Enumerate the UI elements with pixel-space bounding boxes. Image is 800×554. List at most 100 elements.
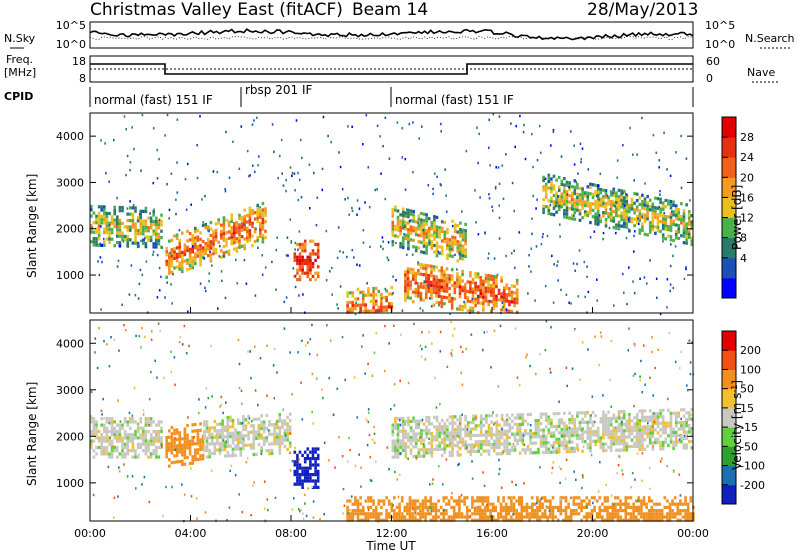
heatmap-cell bbox=[529, 424, 532, 427]
heatmap-cell bbox=[547, 421, 551, 426]
heatmap-cell bbox=[97, 227, 101, 231]
heatmap-cell bbox=[201, 223, 205, 228]
heatmap-cell bbox=[399, 242, 402, 246]
heatmap-cell bbox=[469, 306, 472, 310]
heatmap-cell bbox=[498, 472, 500, 476]
heatmap-cell bbox=[427, 280, 431, 284]
heatmap-cell bbox=[173, 454, 176, 458]
heatmap-cell bbox=[532, 194, 534, 198]
heatmap-cell bbox=[576, 433, 579, 437]
heatmap-cell bbox=[658, 518, 661, 522]
heatmap-cell bbox=[354, 297, 357, 301]
heatmap-cell bbox=[469, 514, 472, 518]
heatmap-cell bbox=[100, 442, 103, 446]
heatmap-cell bbox=[330, 140, 332, 144]
heatmap-cell bbox=[208, 455, 211, 459]
heatmap-cell bbox=[289, 451, 291, 454]
heatmap-cell bbox=[668, 509, 672, 513]
heatmap-cell bbox=[158, 157, 160, 161]
heatmap-cell bbox=[456, 249, 460, 253]
heatmap-cell bbox=[390, 292, 394, 296]
heatmap-cell bbox=[188, 452, 192, 456]
heatmap-cell bbox=[552, 431, 556, 435]
heatmap-cell bbox=[576, 205, 579, 209]
heatmap-cell bbox=[342, 251, 344, 254]
heatmap-cell bbox=[160, 223, 163, 227]
heatmap-cell bbox=[461, 251, 465, 255]
heatmap-cell bbox=[646, 428, 649, 432]
heatmap-cell bbox=[380, 518, 383, 522]
heatmap-cell bbox=[684, 496, 687, 500]
heatmap-cell bbox=[612, 429, 616, 433]
heatmap-cell bbox=[430, 287, 433, 291]
heatmap-cell bbox=[654, 212, 657, 216]
heatmap-cell bbox=[645, 515, 648, 519]
heatmap-cell bbox=[653, 512, 656, 516]
heatmap-cell bbox=[638, 409, 642, 413]
heatmap-cell bbox=[220, 223, 223, 227]
heatmap-cell bbox=[503, 445, 506, 449]
heatmap-cell bbox=[152, 210, 155, 214]
heatmap-cell bbox=[430, 293, 433, 297]
heatmap-cell bbox=[638, 196, 642, 200]
heatmap-cell bbox=[289, 351, 291, 354]
heatmap-cell bbox=[298, 476, 302, 480]
heatmap-cell bbox=[351, 248, 354, 252]
heatmap-cell bbox=[469, 274, 472, 278]
heatmap-cell bbox=[551, 466, 554, 470]
heatmap-cell bbox=[539, 438, 543, 442]
heatmap-cell bbox=[356, 199, 359, 202]
heatmap-cell bbox=[388, 468, 390, 471]
heatmap-cell bbox=[458, 288, 462, 292]
heatmap-cell bbox=[116, 225, 119, 229]
heatmap-cell bbox=[433, 172, 436, 175]
heatmap-cell bbox=[669, 434, 673, 438]
heatmap-cell bbox=[463, 300, 465, 304]
heatmap-cell bbox=[205, 439, 209, 443]
heatmap-cell bbox=[129, 420, 132, 424]
heatmap-cell bbox=[249, 446, 253, 450]
heatmap-cell bbox=[438, 441, 441, 445]
heatmap-cell bbox=[108, 365, 111, 368]
heatmap-cell bbox=[207, 238, 210, 242]
heatmap-cell bbox=[547, 186, 551, 190]
heatmap-cell bbox=[165, 439, 168, 443]
heatmap-cell bbox=[281, 441, 284, 445]
heatmap-cell bbox=[351, 206, 353, 210]
heatmap-cell bbox=[359, 509, 362, 513]
heatmap-cell bbox=[244, 443, 248, 447]
heatmap-cell bbox=[481, 518, 485, 522]
heatmap-cell bbox=[391, 426, 395, 430]
heatmap-cell bbox=[404, 273, 407, 277]
heatmap-cell bbox=[596, 426, 600, 430]
heatmap-cell bbox=[450, 296, 454, 301]
heatmap-cell bbox=[539, 441, 543, 445]
heatmap-cell bbox=[544, 348, 547, 352]
heatmap-cell bbox=[92, 439, 96, 443]
heatmap-cell bbox=[239, 440, 243, 444]
heatmap-cell bbox=[95, 221, 98, 225]
heatmap-cell bbox=[278, 445, 282, 449]
heatmap-cell bbox=[118, 221, 122, 226]
heatmap-cell bbox=[108, 240, 111, 244]
heatmap-cell bbox=[512, 496, 516, 500]
heatmap-cell bbox=[620, 410, 623, 414]
heatmap-cell bbox=[599, 220, 603, 224]
heatmap-cell bbox=[251, 221, 254, 225]
heatmap-cell bbox=[419, 263, 423, 267]
heatmap-cell bbox=[430, 283, 433, 288]
heatmap-cell bbox=[677, 217, 681, 221]
heatmap-cell bbox=[492, 306, 496, 311]
heatmap-cell bbox=[559, 505, 563, 509]
heatmap-cell bbox=[264, 236, 267, 240]
heatmap-cell bbox=[608, 515, 612, 519]
heatmap-cell bbox=[635, 432, 639, 436]
heatmap-cell bbox=[682, 427, 686, 431]
heatmap-cell bbox=[374, 299, 378, 303]
heatmap-cell bbox=[689, 499, 693, 503]
heatmap-cell bbox=[300, 138, 302, 142]
heatmap-cell bbox=[500, 442, 504, 446]
heatmap-cell bbox=[108, 180, 110, 183]
heatmap-cell bbox=[306, 466, 310, 470]
heatmap-cell bbox=[448, 450, 452, 454]
